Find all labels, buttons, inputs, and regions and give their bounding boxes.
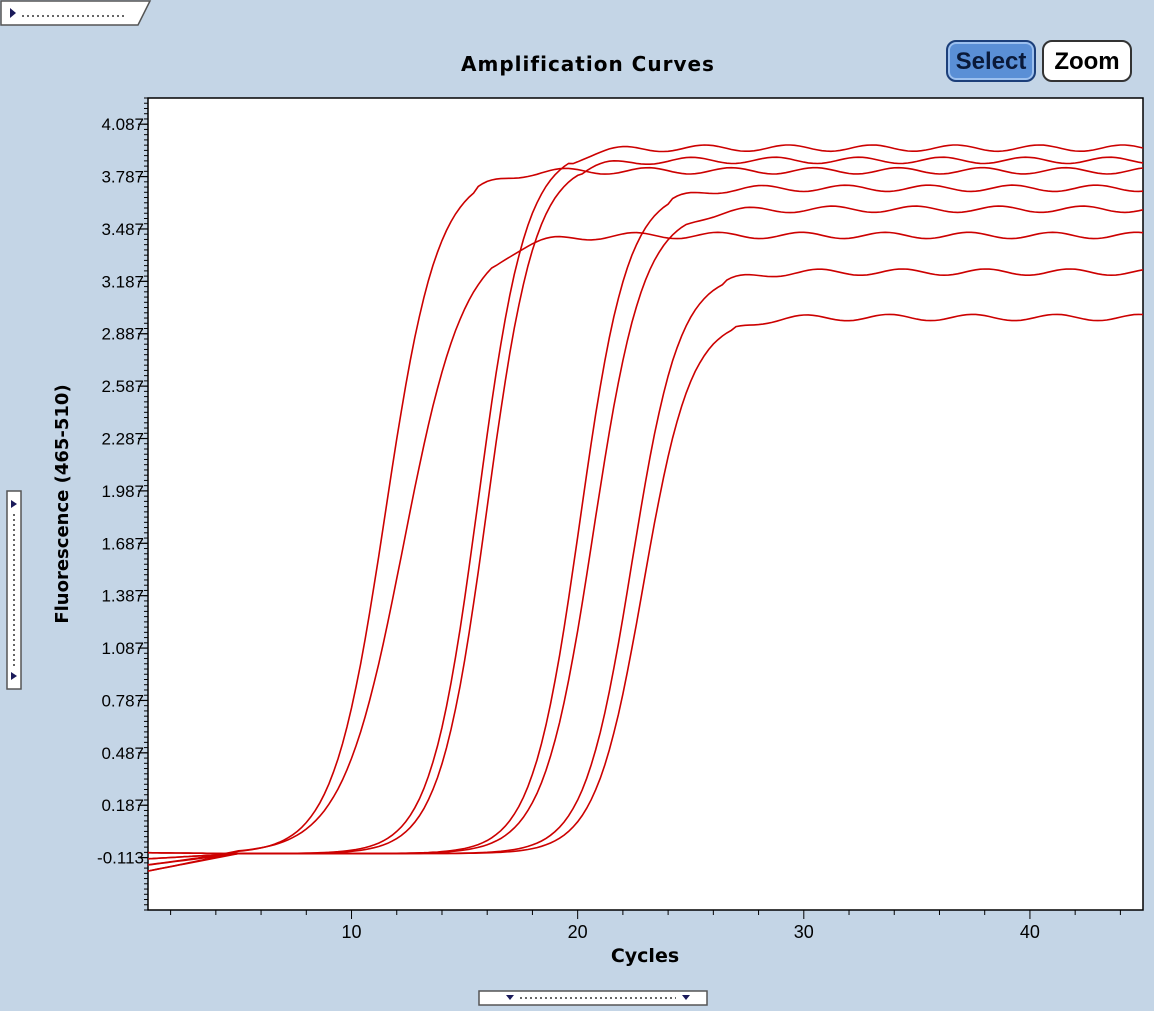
amplification-curve: [147, 313, 1144, 855]
amplification-curve: [147, 231, 1144, 866]
y-tick-label: 1.087: [101, 639, 144, 658]
y-tick-label: 2.287: [101, 430, 144, 449]
y-tick-label: 3.487: [101, 220, 144, 239]
y-tick-label: 0.487: [101, 744, 144, 763]
expand-right-arrow-icon: [11, 500, 17, 508]
y-tick-label: 3.187: [101, 272, 144, 291]
y-tick-label: 2.887: [101, 325, 144, 344]
expand-down-arrow-icon: [682, 995, 690, 1000]
left-panel-tab[interactable]: [6, 490, 22, 690]
y-tick-label: 1.987: [101, 482, 144, 501]
expand-down-arrow-icon: [506, 995, 514, 1000]
x-tick-label: 40: [1020, 922, 1040, 942]
expand-right-arrow-icon: [10, 8, 16, 18]
zoom-button[interactable]: Zoom: [1042, 40, 1132, 82]
expand-right-arrow-icon: [11, 672, 17, 680]
chart-title: Amplification Curves: [461, 52, 715, 76]
y-tick-label: 3.787: [101, 168, 144, 187]
x-tick-label: 10: [342, 922, 362, 942]
y-tick-label: -0.113: [97, 849, 144, 868]
y-tick-label: 4.087: [101, 115, 144, 134]
x-axis-label: Cycles: [611, 945, 679, 967]
y-tick-label: 2.587: [101, 377, 144, 396]
y-tick-label: 0.187: [101, 796, 144, 815]
plot-area: [147, 97, 1144, 911]
bottom-panel-tab[interactable]: [478, 990, 708, 1006]
select-button[interactable]: Select: [946, 40, 1036, 82]
amplification-curve: [147, 166, 1144, 872]
x-tick-label: 20: [568, 922, 588, 942]
y-tick-label: 1.387: [101, 587, 144, 606]
y-tick-label: 0.787: [101, 691, 144, 710]
x-tick-label: 30: [794, 922, 814, 942]
y-axis-label: Fluorescence (465-510): [52, 384, 73, 623]
top-panel-tab[interactable]: [0, 0, 152, 26]
y-tick-label: 1.687: [101, 534, 144, 553]
